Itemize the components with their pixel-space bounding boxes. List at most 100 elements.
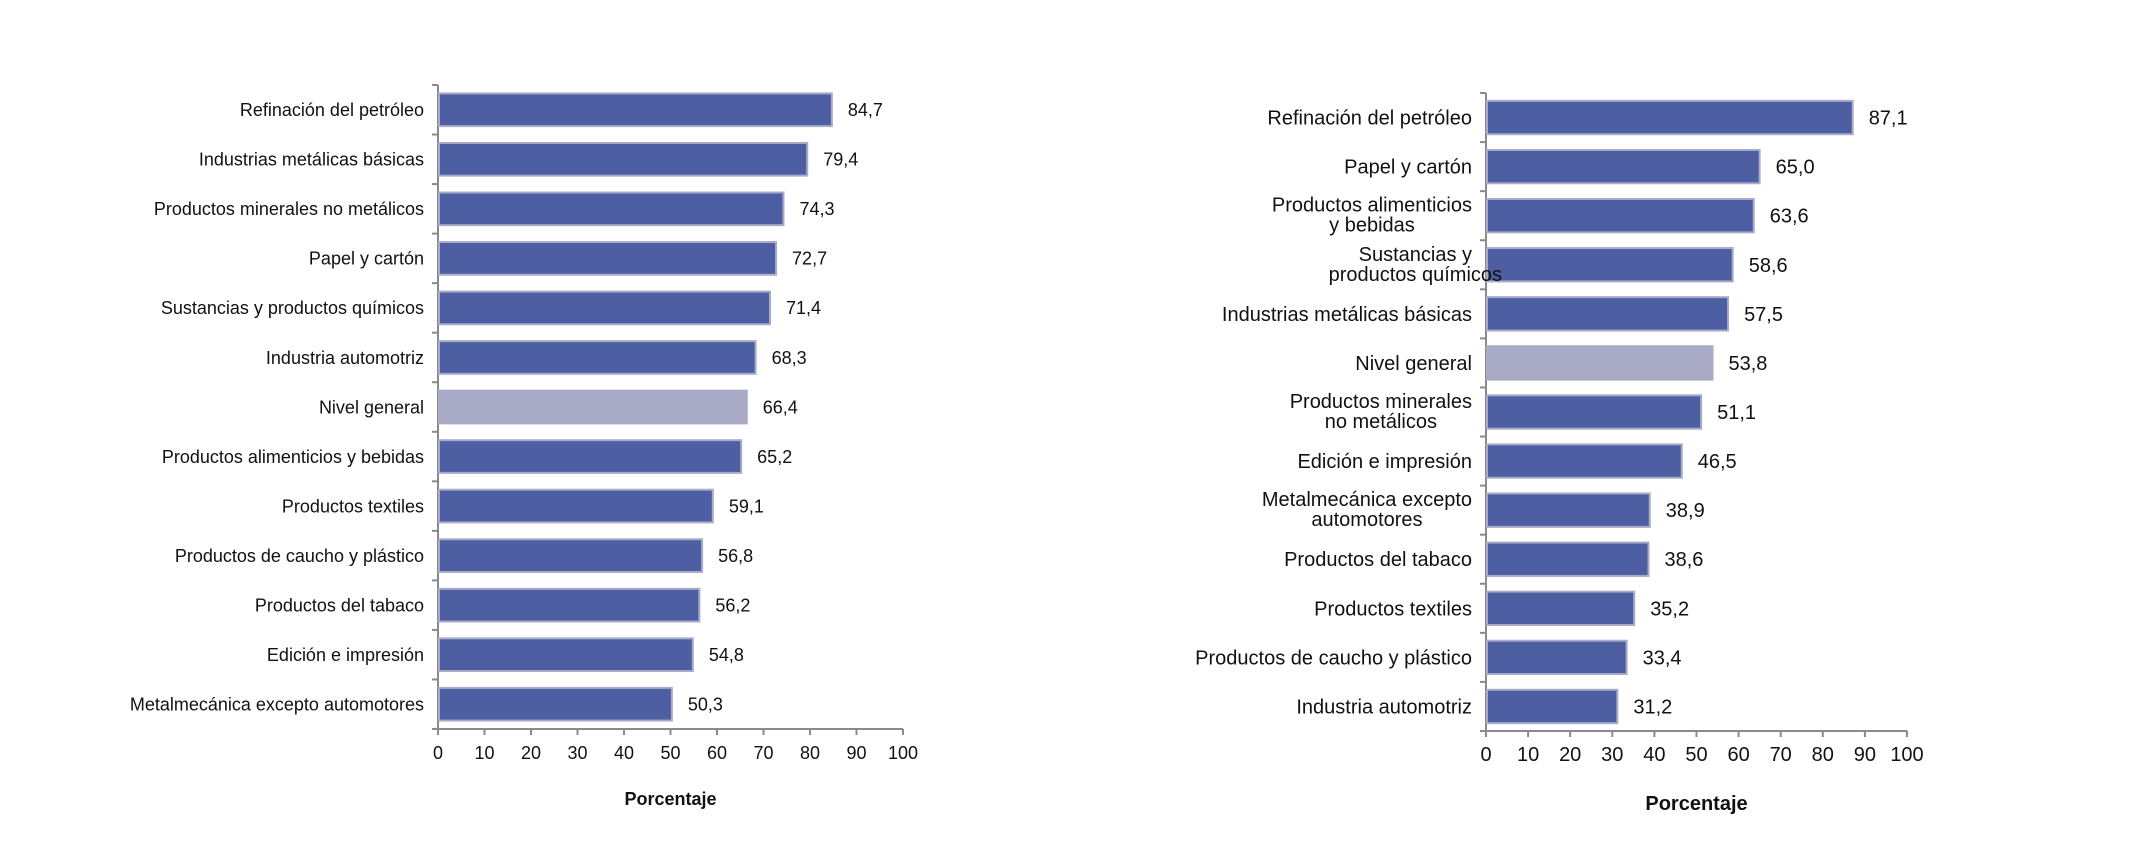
- category-label: Industrias metálicas básicas: [199, 150, 424, 170]
- bar: [438, 439, 743, 474]
- category-label-line: Metalmecánica excepto: [1262, 489, 1472, 511]
- category-label: Productos alimenticios y bebidas: [1272, 195, 1472, 237]
- bar: [1486, 198, 1755, 234]
- category-label: Productos alimenticios y bebidas: [162, 447, 424, 467]
- category-label: Edición e impresión: [267, 645, 424, 665]
- bar: [438, 241, 778, 276]
- x-axis-title: Porcentaje: [624, 789, 716, 809]
- category-label-line: Productos alimenticios: [1272, 195, 1472, 217]
- value-label: 50,3: [688, 695, 723, 715]
- bar: [1486, 345, 1714, 381]
- x-tick-label: 100: [1890, 744, 1923, 766]
- bar: [438, 389, 748, 425]
- category-label: Sustancias y productos químicos: [1329, 244, 1502, 286]
- x-tick-label: 0: [433, 743, 443, 763]
- category-label: Nivel general: [1355, 353, 1472, 375]
- bar: [1486, 541, 1650, 577]
- value-label: 51,1: [1717, 402, 1756, 424]
- x-tick-label: 90: [846, 743, 866, 763]
- category-label: Productos minerales no metálicos: [154, 199, 424, 219]
- category-label: Industria automotriz: [1296, 696, 1472, 718]
- value-label: 72,7: [792, 249, 827, 269]
- category-label: Productos de caucho y plástico: [1195, 647, 1472, 669]
- category-label-line: productos químicos: [1329, 264, 1502, 286]
- value-label: 74,3: [799, 199, 834, 219]
- category-label: Industria automotriz: [266, 348, 424, 368]
- bar: [1486, 148, 1761, 185]
- bar: [1486, 247, 1734, 283]
- category-label: Refinación del petróleo: [240, 100, 424, 120]
- category-label-line: Productos minerales: [1290, 391, 1472, 413]
- x-tick-label: 60: [707, 743, 727, 763]
- bar: [438, 92, 833, 128]
- bar: [438, 488, 714, 524]
- category-label: Productos minerales no metálicos: [1290, 391, 1472, 433]
- x-tick-label: 40: [614, 743, 634, 763]
- x-tick-label: 80: [800, 743, 820, 763]
- x-tick-label: 100: [888, 743, 918, 763]
- value-label: 79,4: [823, 150, 858, 170]
- category-label-line: y bebidas: [1329, 215, 1415, 237]
- category-label: Papel y cartón: [309, 249, 424, 269]
- category-label: Papel y cartón: [1344, 157, 1472, 179]
- bar: [438, 191, 785, 227]
- x-tick-label: 0: [1480, 744, 1491, 766]
- category-label: Metalmecánica excepto automotores: [1262, 489, 1472, 531]
- x-tick-label: 20: [1559, 744, 1581, 766]
- value-label: 57,5: [1744, 304, 1783, 326]
- x-axis-title: Porcentaje: [1645, 793, 1747, 815]
- value-label: 65,0: [1776, 157, 1815, 179]
- x-tick-label: 70: [753, 743, 773, 763]
- bar: [438, 587, 701, 623]
- category-label-line: automotores: [1311, 509, 1422, 531]
- x-tick-label: 20: [521, 743, 541, 763]
- category-label: Productos de caucho y plástico: [175, 546, 424, 566]
- bar: [438, 290, 772, 326]
- x-tick-label: 30: [1601, 744, 1623, 766]
- x-tick-label: 70: [1770, 744, 1792, 766]
- bar: [438, 637, 694, 673]
- x-tick-label: 60: [1727, 744, 1749, 766]
- bar: [1486, 296, 1730, 332]
- value-label: 56,8: [718, 546, 753, 566]
- value-label: 58,6: [1749, 255, 1788, 277]
- value-label: 33,4: [1643, 647, 1682, 669]
- chart-right: 0 10 20 30 40 50 60 70 80 90 100 Refinación del pet…: [1195, 92, 1924, 815]
- value-label: 84,7: [848, 100, 883, 120]
- bar: [1486, 590, 1636, 626]
- value-label: 65,2: [757, 447, 792, 467]
- value-label: 71,4: [786, 298, 821, 318]
- category-label: Nivel general: [319, 397, 424, 417]
- value-label: 54,8: [709, 645, 744, 665]
- category-label: Edición e impresión: [1297, 451, 1472, 473]
- x-tick-label: 50: [1685, 744, 1707, 766]
- x-tick-label: 50: [660, 743, 680, 763]
- category-label: Industrias metálicas básicas: [1222, 304, 1472, 326]
- category-label: Refinación del petróleo: [1267, 108, 1472, 130]
- bar: [1486, 443, 1683, 479]
- x-tick-label: 10: [1517, 744, 1539, 766]
- category-label: Productos del tabaco: [255, 595, 424, 615]
- value-label: 38,6: [1665, 549, 1704, 571]
- bar: [1486, 99, 1854, 136]
- category-label: Productos textiles: [282, 496, 424, 516]
- value-label: 68,3: [772, 348, 807, 368]
- bar: [1486, 688, 1619, 725]
- bar: [438, 141, 809, 177]
- x-tick-label: 10: [474, 743, 494, 763]
- chart-left: 0 10 20 30 40 50 60 70 80 90 100 Refinación del pet…: [130, 84, 918, 809]
- category-label: Productos textiles: [1314, 598, 1472, 620]
- x-tick-label: 40: [1643, 744, 1665, 766]
- value-label: 56,2: [715, 595, 750, 615]
- bar: [1486, 639, 1628, 676]
- value-label: 35,2: [1650, 598, 1689, 620]
- category-label-line: Sustancias y: [1359, 244, 1472, 266]
- category-label: Metalmecánica excepto automotores: [130, 695, 424, 715]
- bar: [438, 538, 704, 573]
- value-label: 63,6: [1770, 206, 1809, 228]
- value-label: 66,4: [763, 397, 798, 417]
- value-label: 53,8: [1728, 353, 1767, 375]
- x-tick-label: 30: [567, 743, 587, 763]
- category-label: Sustancias y productos químicos: [161, 298, 424, 318]
